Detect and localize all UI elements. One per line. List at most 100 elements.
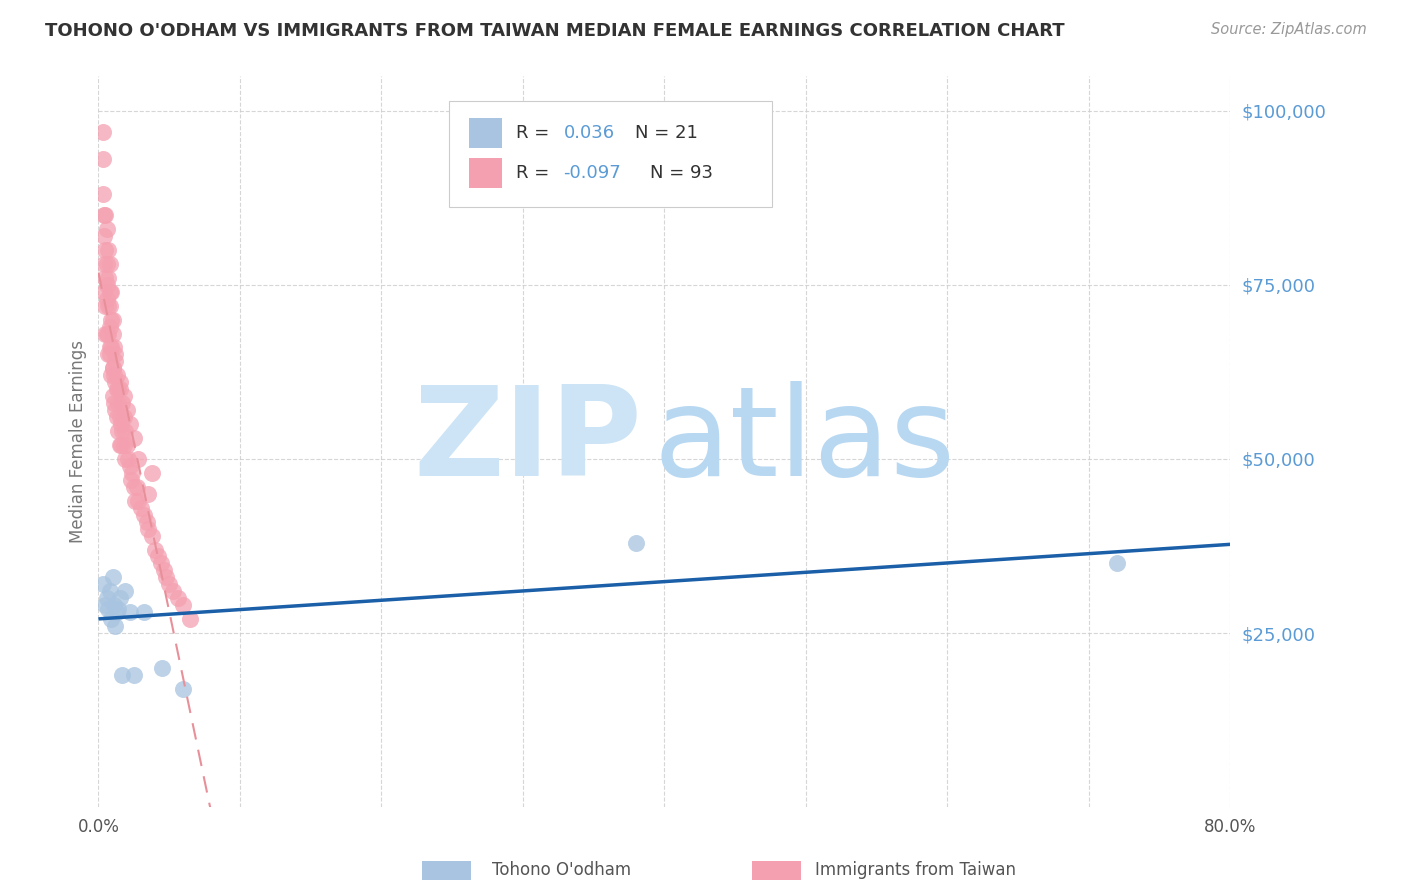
Point — [120, 473, 142, 487]
Point — [98, 299, 121, 313]
Point — [115, 403, 138, 417]
Point — [111, 396, 134, 410]
Point — [110, 438, 132, 452]
Point — [111, 668, 134, 682]
Point — [104, 347, 127, 361]
Text: N = 21: N = 21 — [636, 124, 697, 142]
Point — [112, 438, 135, 452]
Point — [118, 417, 141, 431]
Point — [96, 277, 118, 292]
Point — [93, 285, 115, 299]
Text: R =: R = — [516, 164, 555, 182]
Point — [98, 584, 121, 599]
Point — [101, 312, 124, 326]
Point — [91, 577, 114, 591]
Point — [127, 452, 149, 467]
Point — [136, 487, 159, 501]
Point — [96, 222, 118, 236]
Point — [94, 599, 117, 613]
Point — [136, 522, 159, 536]
Point — [125, 480, 148, 494]
Point — [132, 508, 155, 522]
Point — [100, 612, 122, 626]
Point — [100, 368, 122, 383]
Point — [96, 257, 118, 271]
Point — [114, 424, 136, 438]
Point — [97, 347, 120, 361]
Point — [101, 326, 124, 341]
Point — [96, 591, 118, 606]
Point — [91, 187, 114, 202]
Point — [98, 319, 121, 334]
Point — [97, 326, 120, 341]
Point — [162, 584, 184, 599]
Point — [150, 661, 173, 675]
Point — [112, 410, 135, 425]
Point — [94, 299, 117, 313]
Point — [104, 403, 127, 417]
Point — [115, 438, 138, 452]
Point — [107, 396, 129, 410]
Point — [172, 599, 194, 613]
Point — [157, 577, 180, 591]
FancyBboxPatch shape — [468, 118, 502, 148]
Point — [118, 458, 141, 473]
Point — [103, 599, 125, 613]
Point — [108, 438, 131, 452]
Point — [94, 270, 117, 285]
Point — [107, 424, 129, 438]
Point — [111, 424, 134, 438]
Point — [121, 466, 143, 480]
Text: N = 93: N = 93 — [650, 164, 713, 182]
Point — [98, 257, 121, 271]
Point — [97, 299, 120, 313]
Point — [155, 570, 177, 584]
Text: Source: ZipAtlas.com: Source: ZipAtlas.com — [1211, 22, 1367, 37]
Point — [105, 368, 128, 383]
Point — [166, 591, 188, 606]
Point — [103, 396, 125, 410]
Point — [108, 591, 131, 606]
Point — [98, 347, 121, 361]
Point — [104, 354, 127, 368]
Point — [149, 557, 172, 571]
Point — [98, 341, 121, 355]
FancyBboxPatch shape — [468, 158, 502, 188]
Point — [104, 376, 127, 390]
Point — [91, 153, 114, 167]
Text: TOHONO O'ODHAM VS IMMIGRANTS FROM TAIWAN MEDIAN FEMALE EARNINGS CORRELATION CHAR: TOHONO O'ODHAM VS IMMIGRANTS FROM TAIWAN… — [45, 22, 1064, 40]
Point — [97, 243, 120, 257]
Point — [110, 417, 132, 431]
Point — [127, 493, 149, 508]
Point — [103, 368, 125, 383]
Point — [96, 292, 118, 306]
Point — [146, 549, 169, 564]
Point — [107, 601, 129, 615]
Point — [98, 285, 121, 299]
Text: Immigrants from Taiwan: Immigrants from Taiwan — [815, 861, 1017, 879]
Point — [94, 326, 117, 341]
Point — [103, 341, 125, 355]
Text: ZIP: ZIP — [413, 381, 641, 502]
Point — [624, 535, 647, 549]
Point — [100, 285, 122, 299]
Point — [141, 466, 163, 480]
Point — [179, 612, 201, 626]
Point — [141, 528, 163, 542]
Text: 0.036: 0.036 — [564, 124, 614, 142]
Point — [112, 389, 135, 403]
Point — [118, 605, 141, 619]
Point — [108, 382, 131, 396]
Point — [143, 542, 166, 557]
Point — [129, 500, 152, 515]
Point — [97, 601, 120, 615]
Point — [101, 389, 124, 403]
Point — [101, 361, 124, 376]
Point — [100, 341, 122, 355]
Point — [1107, 557, 1129, 571]
Point — [132, 605, 155, 619]
Point — [107, 382, 129, 396]
Text: atlas: atlas — [652, 381, 955, 502]
Point — [114, 452, 136, 467]
Point — [101, 570, 124, 584]
